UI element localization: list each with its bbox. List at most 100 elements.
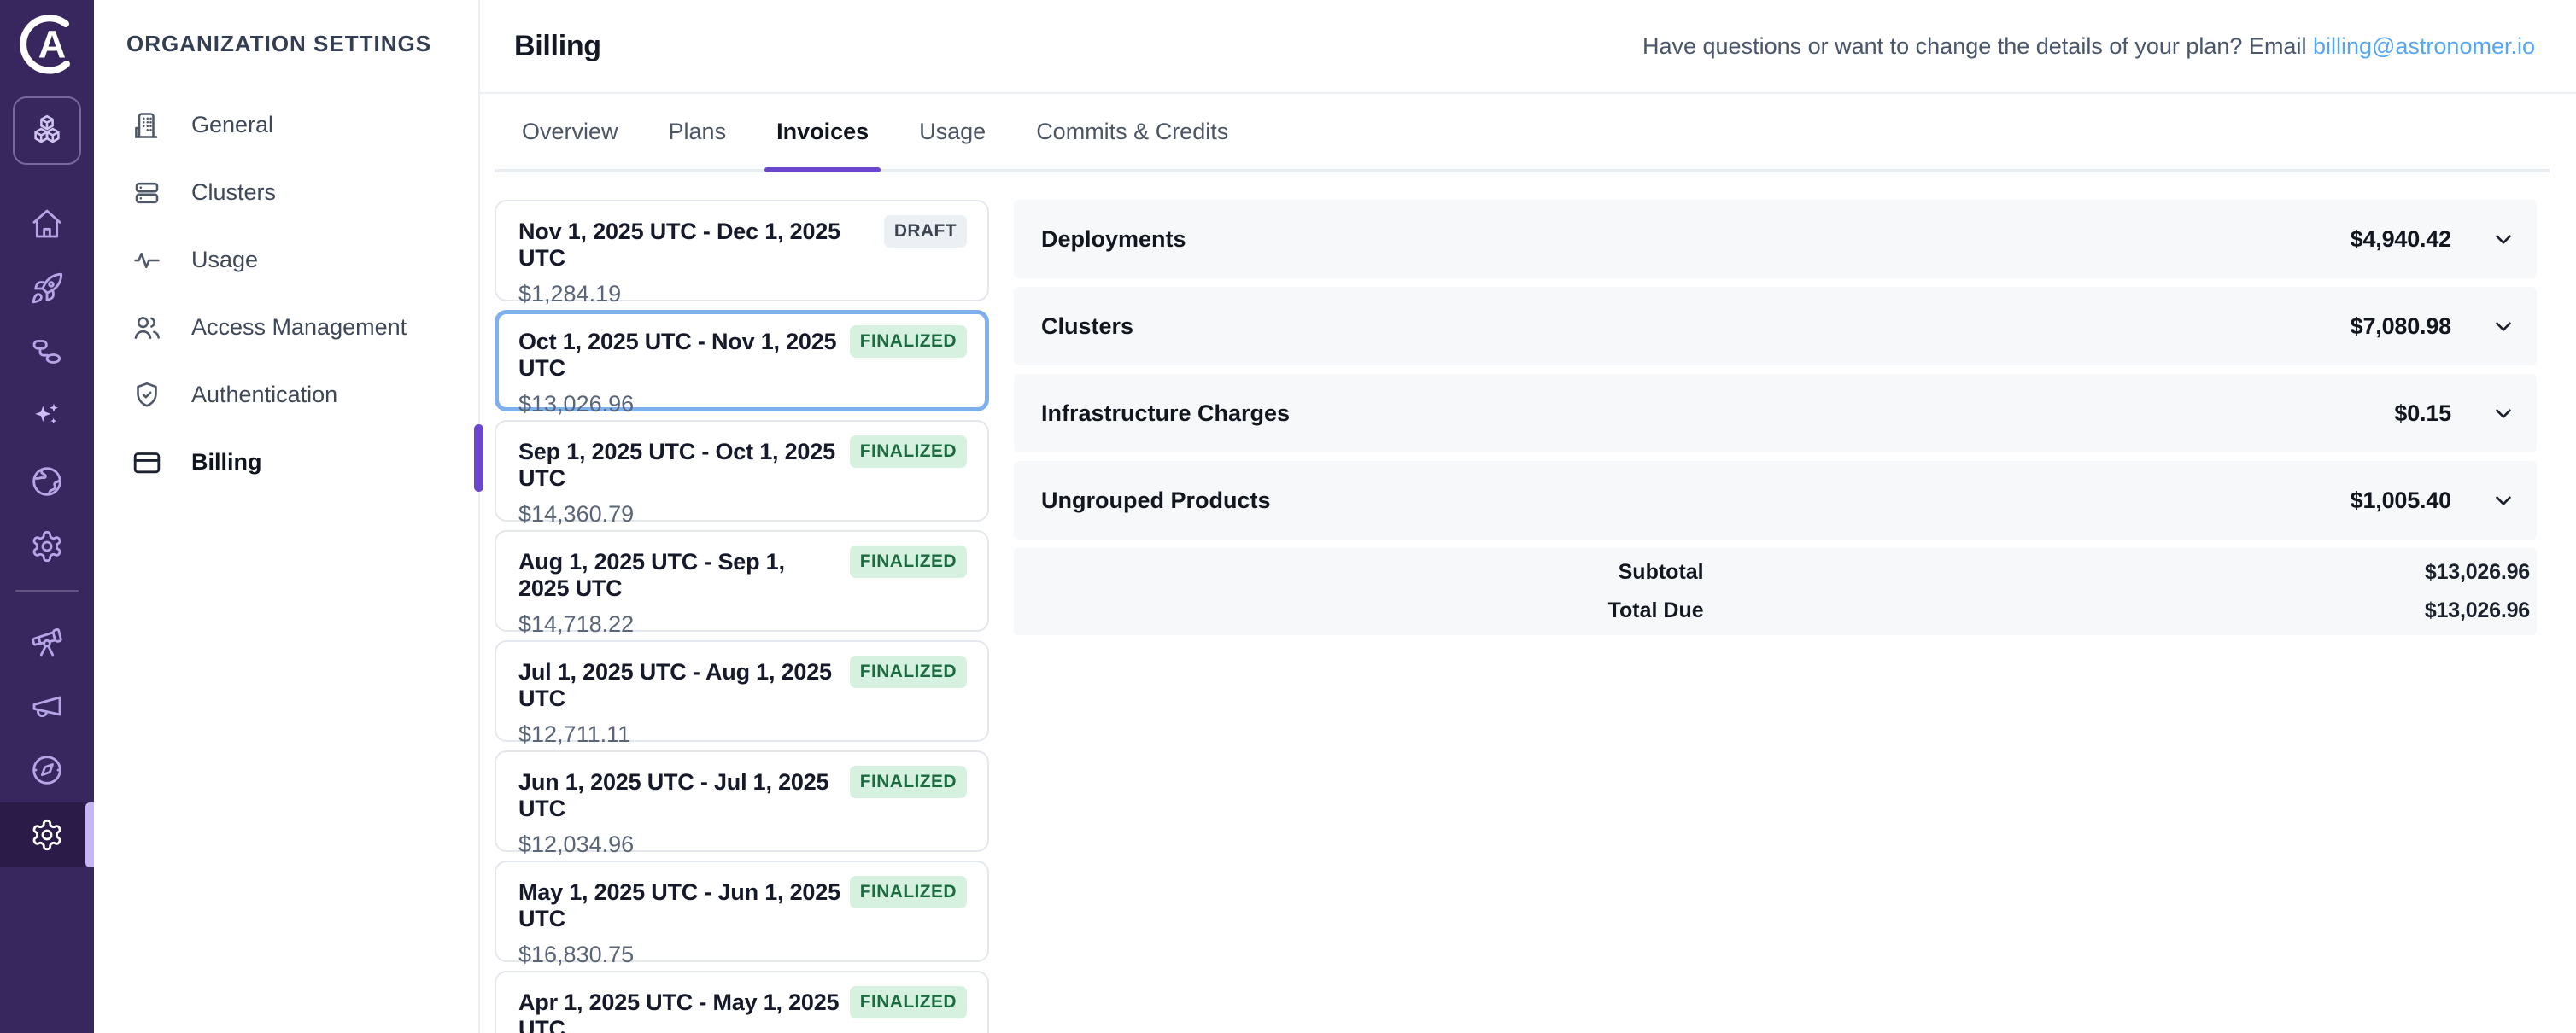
tab-invoices[interactable]: Invoices	[764, 94, 881, 172]
charge-label: Infrastructure Charges	[1041, 400, 1291, 426]
sidebar-item-usage[interactable]: Usage	[94, 226, 478, 294]
megaphone-icon[interactable]	[0, 674, 94, 738]
invoice-period: Sep 1, 2025 UTC - Oct 1, 2025 UTC	[518, 439, 835, 491]
org-settings-sidebar: ORGANIZATION SETTINGS General Clusters	[94, 0, 483, 1033]
credit-card-icon	[132, 447, 162, 478]
status-badge: FINALIZED	[849, 435, 967, 468]
invoice-amount: $16,830.75	[518, 942, 635, 967]
charge-amount: $1,005.40	[2350, 487, 2452, 513]
invoice-summary: Subtotal $13,026.96 Total Due $13,026.96	[1014, 548, 2537, 635]
sidebar-item-label: General	[191, 112, 274, 137]
invoice-period: Jul 1, 2025 UTC - Aug 1, 2025 UTC	[518, 659, 832, 711]
telescope-icon[interactable]	[0, 610, 94, 674]
charge-label: Deployments	[1041, 225, 1186, 252]
chevron-down-icon[interactable]	[2491, 226, 2516, 252]
invoices-content: Nov 1, 2025 UTC - Dec 1, 2025 UTC DRAFT …	[480, 172, 2576, 1033]
gear-icon[interactable]	[0, 514, 94, 578]
status-badge: FINALIZED	[849, 656, 967, 688]
chevron-down-icon[interactable]	[2491, 400, 2516, 426]
status-badge: FINALIZED	[849, 986, 967, 1018]
chevron-down-icon[interactable]	[2491, 487, 2516, 513]
billing-tabbar: Overview Plans Invoices Usage Commits & …	[495, 94, 2550, 172]
invoice-card-selected[interactable]: Oct 1, 2025 UTC - Nov 1, 2025 UTC FINALI…	[495, 310, 989, 417]
astronomer-logo-icon[interactable]: A	[13, 10, 81, 79]
status-badge: FINALIZED	[849, 766, 967, 798]
invoice-card[interactable]: May 1, 2025 UTC - Jun 1, 2025 UTC FINALI…	[495, 861, 989, 967]
invoice-card[interactable]: Jul 1, 2025 UTC - Aug 1, 2025 UTC FINALI…	[495, 640, 989, 747]
sidebar-item-label: Billing	[191, 449, 262, 475]
billing-help-text: Have questions or want to change the det…	[1642, 33, 2535, 60]
page-header: Billing Have questions or want to change…	[480, 0, 2576, 94]
billing-page: Billing Have questions or want to change…	[480, 0, 2576, 1033]
help-text: Have questions or want to change the det…	[1642, 32, 2313, 59]
subtotal-label: Subtotal	[1618, 560, 1704, 584]
home-icon[interactable]	[0, 191, 94, 255]
sidebar-item-access-management[interactable]: Access Management	[94, 294, 478, 361]
invoice-period: Nov 1, 2025 UTC - Dec 1, 2025 UTC	[518, 219, 840, 271]
invoice-card[interactable]: Jun 1, 2025 UTC - Jul 1, 2025 UTC FINALI…	[495, 750, 989, 857]
charge-row-infrastructure[interactable]: Infrastructure Charges $0.15	[1014, 374, 2537, 452]
app-rail: A	[0, 0, 94, 1033]
globe-icon[interactable]	[0, 449, 94, 513]
sidebar-item-billing[interactable]: Billing	[94, 429, 478, 496]
sidebar-item-authentication[interactable]: Authentication	[94, 361, 478, 429]
sidebar-item-general[interactable]: General	[94, 91, 478, 159]
invoice-amount: $12,711.11	[518, 721, 631, 747]
tab-usage[interactable]: Usage	[919, 118, 986, 144]
sidebar-active-indicator	[474, 424, 483, 492]
charge-row-deployments[interactable]: Deployments $4,940.42	[1014, 200, 2537, 278]
invoice-detail-panel: Deployments $4,940.42 Clusters $7,080.98…	[1014, 200, 2537, 1033]
sidebar-item-label: Access Management	[191, 314, 407, 340]
total-due-row: Total Due $13,026.96	[1014, 592, 2531, 630]
invoice-period: May 1, 2025 UTC - Jun 1, 2025 UTC	[518, 879, 840, 931]
charge-row-clusters[interactable]: Clusters $7,080.98	[1014, 287, 2537, 365]
page-title: Billing	[514, 29, 601, 62]
charge-amount: $4,940.42	[2350, 225, 2452, 252]
charge-amount: $0.15	[2394, 400, 2451, 426]
tab-overview[interactable]: Overview	[522, 118, 618, 144]
invoice-period: Jun 1, 2025 UTC - Jul 1, 2025 UTC	[518, 769, 829, 821]
rocket-icon[interactable]	[0, 256, 94, 320]
invoice-amount: $1,284.19	[518, 281, 622, 306]
status-badge: FINALIZED	[849, 546, 967, 578]
invoice-period: Oct 1, 2025 UTC - Nov 1, 2025 UTC	[518, 329, 837, 381]
chevron-down-icon[interactable]	[2491, 313, 2516, 339]
settings-gear-active-icon[interactable]	[0, 802, 94, 867]
workspace-switcher-button[interactable]	[13, 96, 81, 165]
status-badge: FINALIZED	[849, 876, 967, 908]
users-icon	[132, 312, 162, 343]
servers-icon	[132, 178, 162, 208]
invoice-amount: $14,360.79	[518, 501, 635, 527]
total-due-amount: $13,026.96	[2424, 598, 2530, 622]
tab-commits-credits[interactable]: Commits & Credits	[1036, 118, 1229, 144]
svg-text:A: A	[38, 22, 67, 66]
invoice-amount: $12,034.96	[518, 832, 635, 857]
invoice-amount: $14,718.22	[518, 611, 635, 637]
charge-amount: $7,080.98	[2350, 312, 2452, 339]
sidebar-item-label: Clusters	[191, 179, 277, 205]
billing-email-link[interactable]: billing@astronomer.io	[2312, 32, 2535, 59]
invoice-card[interactable]: Nov 1, 2025 UTC - Dec 1, 2025 UTC DRAFT …	[495, 200, 989, 306]
tab-plans[interactable]: Plans	[668, 118, 727, 144]
sidebar-header: ORGANIZATION SETTINGS	[126, 31, 432, 56]
shield-check-icon	[132, 380, 162, 411]
sparkles-icon[interactable]	[0, 383, 94, 447]
rail-divider	[15, 590, 79, 592]
sidebar-item-clusters[interactable]: Clusters	[94, 159, 478, 226]
compass-icon[interactable]	[0, 738, 94, 802]
cubes-icon	[28, 112, 66, 149]
status-badge: FINALIZED	[849, 325, 967, 358]
invoice-list: Nov 1, 2025 UTC - Dec 1, 2025 UTC DRAFT …	[495, 200, 989, 1033]
activity-icon	[132, 245, 162, 276]
subtotal-row: Subtotal $13,026.96	[1014, 553, 2531, 592]
sidebar-item-label: Usage	[191, 247, 259, 272]
building-icon	[132, 110, 162, 141]
invoice-period: Apr 1, 2025 UTC - May 1, 2025 UTC	[518, 989, 840, 1033]
invoice-period: Aug 1, 2025 UTC - Sep 1, 2025 UTC	[518, 549, 785, 601]
charge-row-ungrouped[interactable]: Ungrouped Products $1,005.40	[1014, 461, 2537, 540]
invoice-card[interactable]: Aug 1, 2025 UTC - Sep 1, 2025 UTC FINALI…	[495, 530, 989, 637]
invoice-card[interactable]: Apr 1, 2025 UTC - May 1, 2025 UTC FINALI…	[495, 971, 989, 1033]
invoice-card[interactable]: Sep 1, 2025 UTC - Oct 1, 2025 UTC FINALI…	[495, 420, 989, 527]
pipeline-icon[interactable]	[0, 319, 94, 383]
sidebar-item-label: Authentication	[191, 382, 338, 407]
